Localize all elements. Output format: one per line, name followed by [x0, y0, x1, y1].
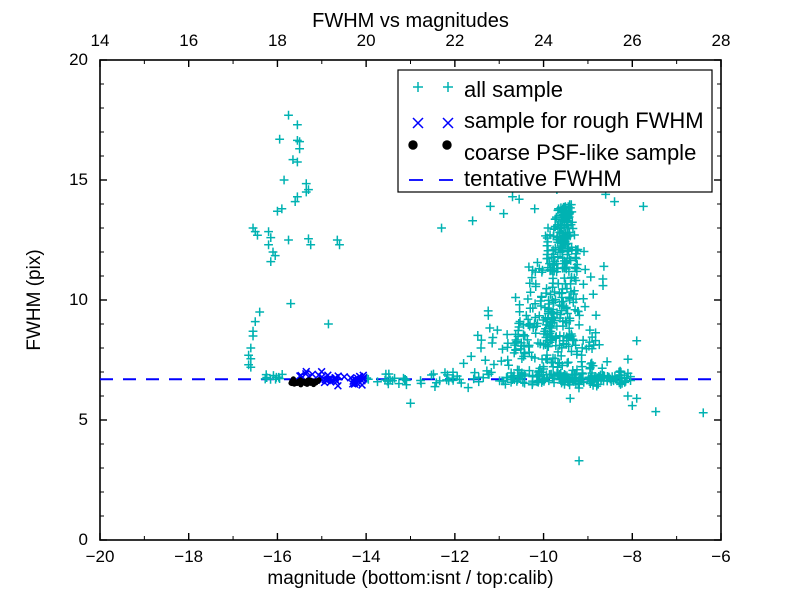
svg-text:24: 24	[534, 31, 553, 50]
svg-text:−12: −12	[440, 547, 469, 566]
svg-text:coarse PSF-like sample: coarse PSF-like sample	[464, 140, 696, 165]
svg-text:FWHM (pix): FWHM (pix)	[24, 249, 45, 350]
svg-text:−8: −8	[623, 547, 642, 566]
svg-text:5: 5	[79, 410, 88, 429]
svg-text:15: 15	[69, 170, 88, 189]
svg-text:−10: −10	[529, 547, 558, 566]
svg-text:10: 10	[69, 290, 88, 309]
svg-text:16: 16	[179, 31, 198, 50]
svg-text:FWHM vs magnitudes: FWHM vs magnitudes	[312, 10, 509, 32]
svg-text:all sample: all sample	[464, 77, 563, 102]
svg-text:−6: −6	[711, 547, 730, 566]
svg-text:22: 22	[445, 31, 464, 50]
svg-text:−16: −16	[263, 547, 292, 566]
svg-text:28: 28	[712, 31, 731, 50]
svg-text:0: 0	[79, 530, 88, 549]
svg-text:−14: −14	[352, 547, 381, 566]
svg-text:−20: −20	[86, 547, 115, 566]
svg-text:20: 20	[69, 50, 88, 69]
svg-text:sample for rough FWHM: sample for rough FWHM	[464, 108, 704, 133]
svg-text:magnitude (bottom:isnt / top:c: magnitude (bottom:isnt / top:calib)	[267, 568, 553, 589]
svg-text:14: 14	[91, 31, 110, 50]
svg-text:26: 26	[623, 31, 642, 50]
svg-text:−18: −18	[174, 547, 203, 566]
svg-text:tentative FWHM: tentative FWHM	[464, 166, 622, 191]
svg-text:20: 20	[357, 31, 376, 50]
svg-text:18: 18	[268, 31, 287, 50]
